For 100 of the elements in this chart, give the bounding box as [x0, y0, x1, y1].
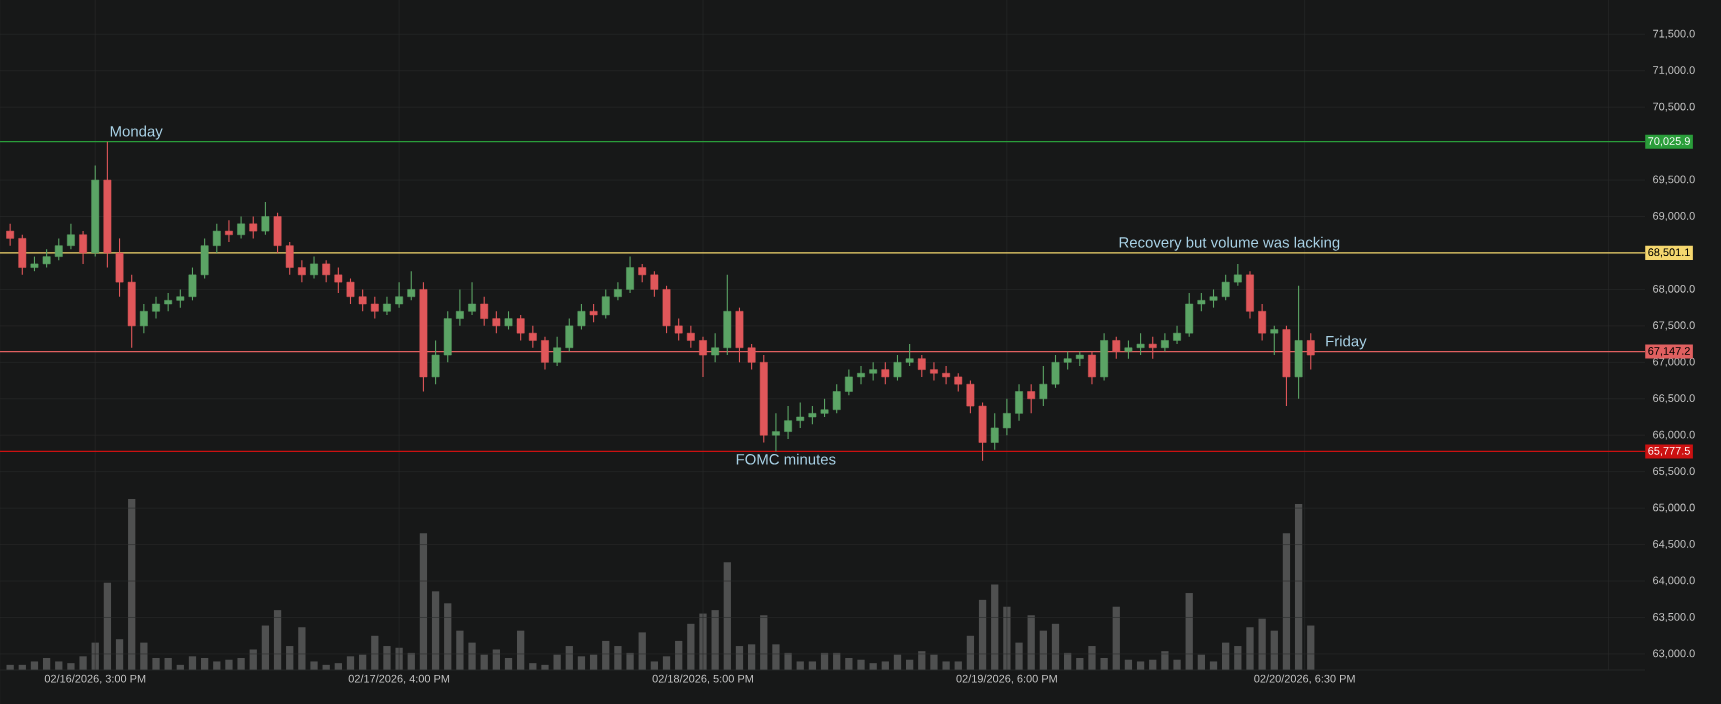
annotation: FOMC minutes	[736, 453, 836, 465]
candlestick	[1233, 263, 1242, 287]
bar	[468, 642, 476, 670]
bar	[273, 610, 282, 670]
bar	[857, 659, 865, 670]
candlestick	[455, 288, 464, 327]
candlestick	[784, 405, 792, 440]
candlestick	[1002, 398, 1011, 436]
candlestick	[577, 303, 586, 331]
candlestick	[249, 215, 258, 239]
bar	[1209, 661, 1218, 670]
x-tick-label: 02/20/2026, 6:30 PM	[1254, 674, 1355, 684]
candlestick	[942, 365, 950, 385]
bar	[55, 661, 63, 670]
candlestick	[1051, 354, 1060, 389]
bar	[881, 661, 889, 670]
bar	[1112, 606, 1120, 670]
bar	[310, 661, 318, 670]
candlestick	[711, 332, 720, 363]
candlestick	[79, 230, 87, 265]
bar	[1136, 661, 1145, 670]
y-tick-label: 63,000.0	[1653, 649, 1695, 659]
y-tick-label: 67,000.0	[1653, 357, 1695, 367]
candlestick	[917, 354, 926, 378]
annotation: Recovery but volume was lacking	[1119, 236, 1340, 251]
candlestick	[54, 237, 63, 261]
bar	[1161, 651, 1169, 670]
ref-line-label: 68,501.1	[1648, 248, 1690, 258]
bar	[1246, 627, 1254, 670]
candlestick	[346, 277, 355, 305]
candlestick	[1063, 350, 1072, 371]
y-tick-label: 63,500.0	[1653, 612, 1695, 623]
bar	[796, 661, 804, 670]
candlestick	[1258, 303, 1267, 341]
bar	[626, 652, 634, 670]
candlestick	[480, 296, 489, 327]
bar	[140, 642, 148, 670]
candlestick	[954, 372, 963, 393]
bar	[346, 656, 355, 670]
candlestick	[261, 201, 270, 236]
candlestick	[626, 256, 634, 294]
x-tick-label: 02/19/2026, 6:00 PM	[956, 674, 1057, 684]
candlestick	[492, 310, 501, 334]
candlestick	[1197, 292, 1206, 312]
bar	[188, 656, 197, 670]
x-tick-label: 02/16/2026, 3:00 PM	[44, 674, 146, 684]
bar	[784, 652, 792, 670]
candlestick	[516, 314, 525, 341]
candlestick	[1124, 339, 1133, 360]
candlestick	[1173, 325, 1181, 345]
y-tick-label: 68,000.0	[1653, 284, 1695, 294]
candlestick	[1209, 288, 1218, 309]
candlestick	[674, 318, 683, 341]
candlestick	[152, 296, 160, 320]
candlestick	[1039, 365, 1048, 407]
candlestick	[638, 263, 647, 283]
candlestick	[832, 383, 841, 414]
candlestick	[42, 248, 51, 269]
bar	[954, 661, 962, 670]
candlestick	[395, 281, 404, 309]
bar	[67, 663, 75, 670]
candlestick	[431, 339, 440, 385]
candlestick	[990, 412, 999, 451]
bar	[103, 582, 112, 670]
bar	[1258, 618, 1266, 670]
candlestick	[225, 219, 233, 243]
candlestick	[370, 296, 379, 320]
bar	[213, 661, 221, 670]
candlestick	[322, 259, 331, 283]
bar	[614, 646, 622, 670]
bar	[152, 658, 160, 670]
candlestick	[1027, 383, 1036, 414]
candlestick	[6, 223, 15, 247]
bar	[991, 584, 999, 670]
bar	[383, 646, 391, 670]
bar	[1015, 642, 1023, 670]
annotation: Friday	[1326, 335, 1367, 350]
ref-line-label: 67,147.2	[1648, 347, 1690, 357]
candlestick	[383, 296, 391, 316]
candlestick	[772, 412, 780, 452]
candlestick	[881, 361, 890, 385]
candlestick	[139, 303, 148, 334]
x-tick-label: 02/17/2026, 4:00 PM	[348, 674, 450, 684]
candlestick	[905, 343, 914, 367]
bar	[1294, 504, 1303, 670]
ref-line-label: 65,777.5	[1648, 446, 1690, 456]
y-tick-label: 66,000.0	[1653, 430, 1695, 440]
candlestick	[528, 325, 537, 349]
y-tick-label: 66,500.0	[1653, 394, 1695, 404]
candlestick	[468, 281, 476, 316]
bar	[1100, 658, 1108, 670]
candlestick	[869, 361, 878, 382]
candlestick	[893, 354, 902, 382]
bar	[577, 656, 586, 670]
bar	[650, 661, 659, 670]
ref-line-label: 70,025.9	[1648, 137, 1690, 147]
candlestick	[358, 288, 367, 312]
bar	[298, 627, 306, 670]
candlestick	[237, 215, 245, 239]
candlestick	[67, 223, 75, 250]
